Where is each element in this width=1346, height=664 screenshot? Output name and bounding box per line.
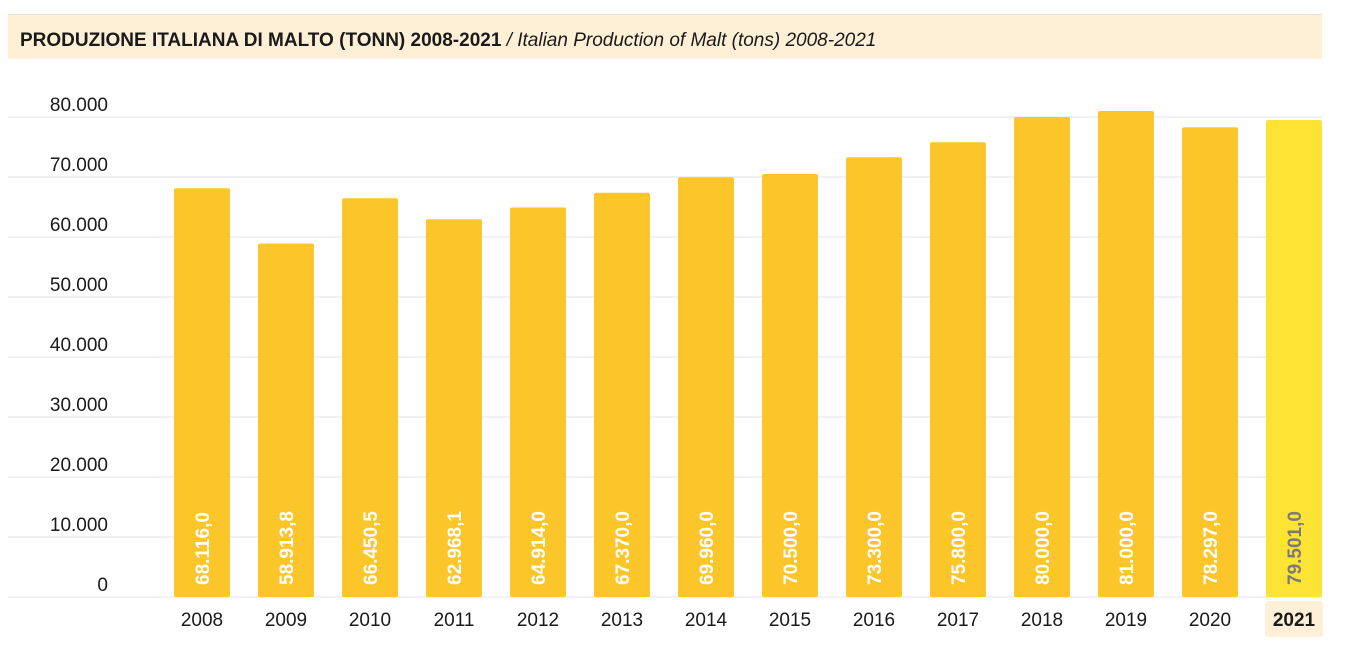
bar-2016 — [846, 157, 902, 597]
x-tick-label-2020: 2020 — [1189, 610, 1231, 631]
y-tick-label: 60.000 — [50, 215, 108, 236]
value-label-2008: 68.116,0 — [193, 512, 214, 585]
bar-2012 — [510, 207, 566, 598]
value-label-2012: 64.914,0 — [529, 511, 550, 585]
value-label-2014: 69.960,0 — [697, 511, 718, 585]
x-tick-label-2010: 2010 — [349, 610, 391, 631]
chart-title-subtitle: / Italian Production of Malt (tons) 2008… — [501, 30, 877, 51]
value-label-2017: 75.800,0 — [949, 511, 970, 585]
value-label-2020: 78.297,0 — [1201, 511, 1222, 585]
y-tick-label: 20.000 — [50, 455, 108, 476]
bar-2020 — [1182, 127, 1238, 597]
x-tick-label-2018: 2018 — [1021, 610, 1063, 631]
chart-title: PRODUZIONE ITALIANA DI MALTO (TONN) 2008… — [20, 30, 876, 52]
bar-2011 — [426, 219, 482, 597]
value-label-2015: 70.500,0 — [781, 511, 802, 585]
x-tick-label-2011: 2011 — [434, 610, 475, 631]
bars: 68.116,0 58.913,8 66.450,5 62.968,1 64.914,0… — [174, 111, 1322, 598]
bar-2015 — [762, 174, 818, 597]
bar-2019 — [1098, 111, 1154, 597]
bar-2008 — [174, 188, 230, 597]
value-label-2018: 80.000,0 — [1033, 511, 1054, 585]
bar-2014 — [678, 177, 734, 598]
x-tick-label-2016: 2016 — [853, 610, 895, 631]
bar-2010 — [342, 198, 398, 597]
bar-2018 — [1014, 117, 1070, 597]
x-tick-label-2019: 2019 — [1105, 610, 1147, 631]
y-axis-ticks: 0 10.000 20.000 30.000 40.000 50.000 60.000 70.… — [50, 95, 108, 596]
x-axis-ticks: 2008 2009 2010 2011 2012 2013 2014 2015 2016 2017… — [181, 601, 1323, 637]
value-label-2009: 58.913,8 — [277, 511, 298, 585]
y-tick-label: 0 — [97, 575, 108, 596]
value-label-2021: 79.501,0 — [1285, 511, 1306, 585]
value-label-2019: 81.000,0 — [1117, 511, 1138, 585]
chart-title-main: PRODUZIONE ITALIANA DI MALTO (TONN) 2008… — [20, 30, 502, 51]
highlight-year-background — [1265, 601, 1323, 637]
bar-2021 — [1266, 119, 1322, 597]
y-tick-label: 40.000 — [50, 335, 108, 356]
x-tick-label-2017: 2017 — [937, 610, 979, 631]
y-tick-label: 30.000 — [50, 395, 108, 416]
value-label-2013: 67.370,0 — [613, 511, 634, 585]
x-tick-label-2014: 2014 — [685, 610, 728, 631]
x-tick-label-2009: 2009 — [265, 610, 307, 631]
x-tick-label-2013: 2013 — [601, 610, 643, 631]
value-label-2011: 62.968,1 — [445, 511, 466, 585]
bar-2017 — [930, 142, 986, 597]
y-tick-label: 10.000 — [50, 515, 108, 536]
y-tick-label: 80.000 — [50, 95, 108, 116]
bar-2013 — [594, 192, 650, 597]
x-tick-label-2008: 2008 — [181, 610, 223, 631]
x-tick-label-2015: 2015 — [769, 610, 811, 631]
y-tick-label: 50.000 — [50, 275, 108, 296]
x-tick-label-2021: 2021 — [1273, 610, 1316, 631]
value-label-2010: 66.450,5 — [361, 511, 382, 585]
y-tick-label: 70.000 — [50, 155, 108, 176]
value-label-2016: 73.300,0 — [865, 511, 886, 585]
bar-2009 — [258, 243, 314, 597]
chart-title-bar: PRODUZIONE ITALIANA DI MALTO (TONN) 2008… — [8, 14, 1322, 59]
x-tick-label-2012: 2012 — [517, 610, 559, 631]
